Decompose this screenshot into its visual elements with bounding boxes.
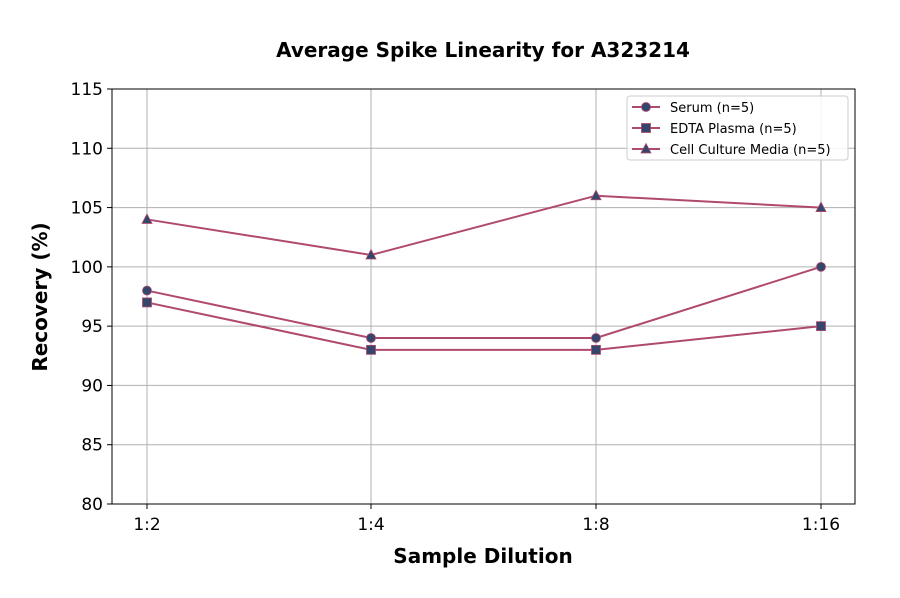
x-tick-label: 1:16 bbox=[802, 515, 840, 535]
y-tick-label: 100 bbox=[71, 258, 103, 278]
data-point bbox=[365, 248, 377, 260]
series-line bbox=[146, 301, 822, 351]
data-point bbox=[142, 285, 152, 296]
data-point bbox=[816, 261, 826, 272]
y-tick-label: 105 bbox=[71, 199, 103, 219]
legend-label: EDTA Plasma (n=5) bbox=[670, 122, 797, 137]
y-tick-label: 80 bbox=[81, 495, 103, 515]
legend-label: Serum (n=5) bbox=[670, 101, 754, 116]
legend: Serum (n=5) EDTA Plasma (n=5) Cell Culture… bbox=[626, 95, 849, 161]
chart-title: Average Spike Linearity for A323214 bbox=[276, 38, 690, 62]
legend-marker bbox=[641, 123, 651, 133]
data-point bbox=[590, 189, 602, 201]
data-point bbox=[591, 333, 601, 343]
data-point bbox=[816, 321, 826, 332]
plot-frame bbox=[111, 88, 856, 505]
x-axis-label: Sample Dilution bbox=[393, 544, 572, 568]
data-point bbox=[815, 201, 827, 212]
legend-box bbox=[626, 95, 849, 161]
legend-marker bbox=[640, 142, 652, 154]
y-tick-label: 85 bbox=[81, 436, 103, 456]
y-tick-label: 115 bbox=[71, 80, 103, 100]
y-tick-label: 95 bbox=[81, 317, 103, 337]
series-line bbox=[146, 194, 822, 257]
legend-label: Cell Culture Media (n=5) bbox=[670, 143, 831, 158]
y-tick-label: 90 bbox=[81, 376, 103, 396]
legend-marker bbox=[641, 102, 651, 112]
y-tick-label: 110 bbox=[71, 139, 103, 159]
x-tick-label: 1:4 bbox=[357, 515, 384, 535]
data-point bbox=[142, 297, 152, 308]
data-point bbox=[591, 344, 601, 355]
x-tick-label: 1:2 bbox=[133, 515, 160, 535]
data-point bbox=[366, 333, 376, 343]
y-axis-label: Recovery (%) bbox=[28, 222, 52, 371]
series-line bbox=[146, 265, 822, 339]
data-point bbox=[366, 344, 376, 355]
x-tick-label: 1:8 bbox=[582, 515, 609, 535]
data-point bbox=[141, 213, 153, 224]
